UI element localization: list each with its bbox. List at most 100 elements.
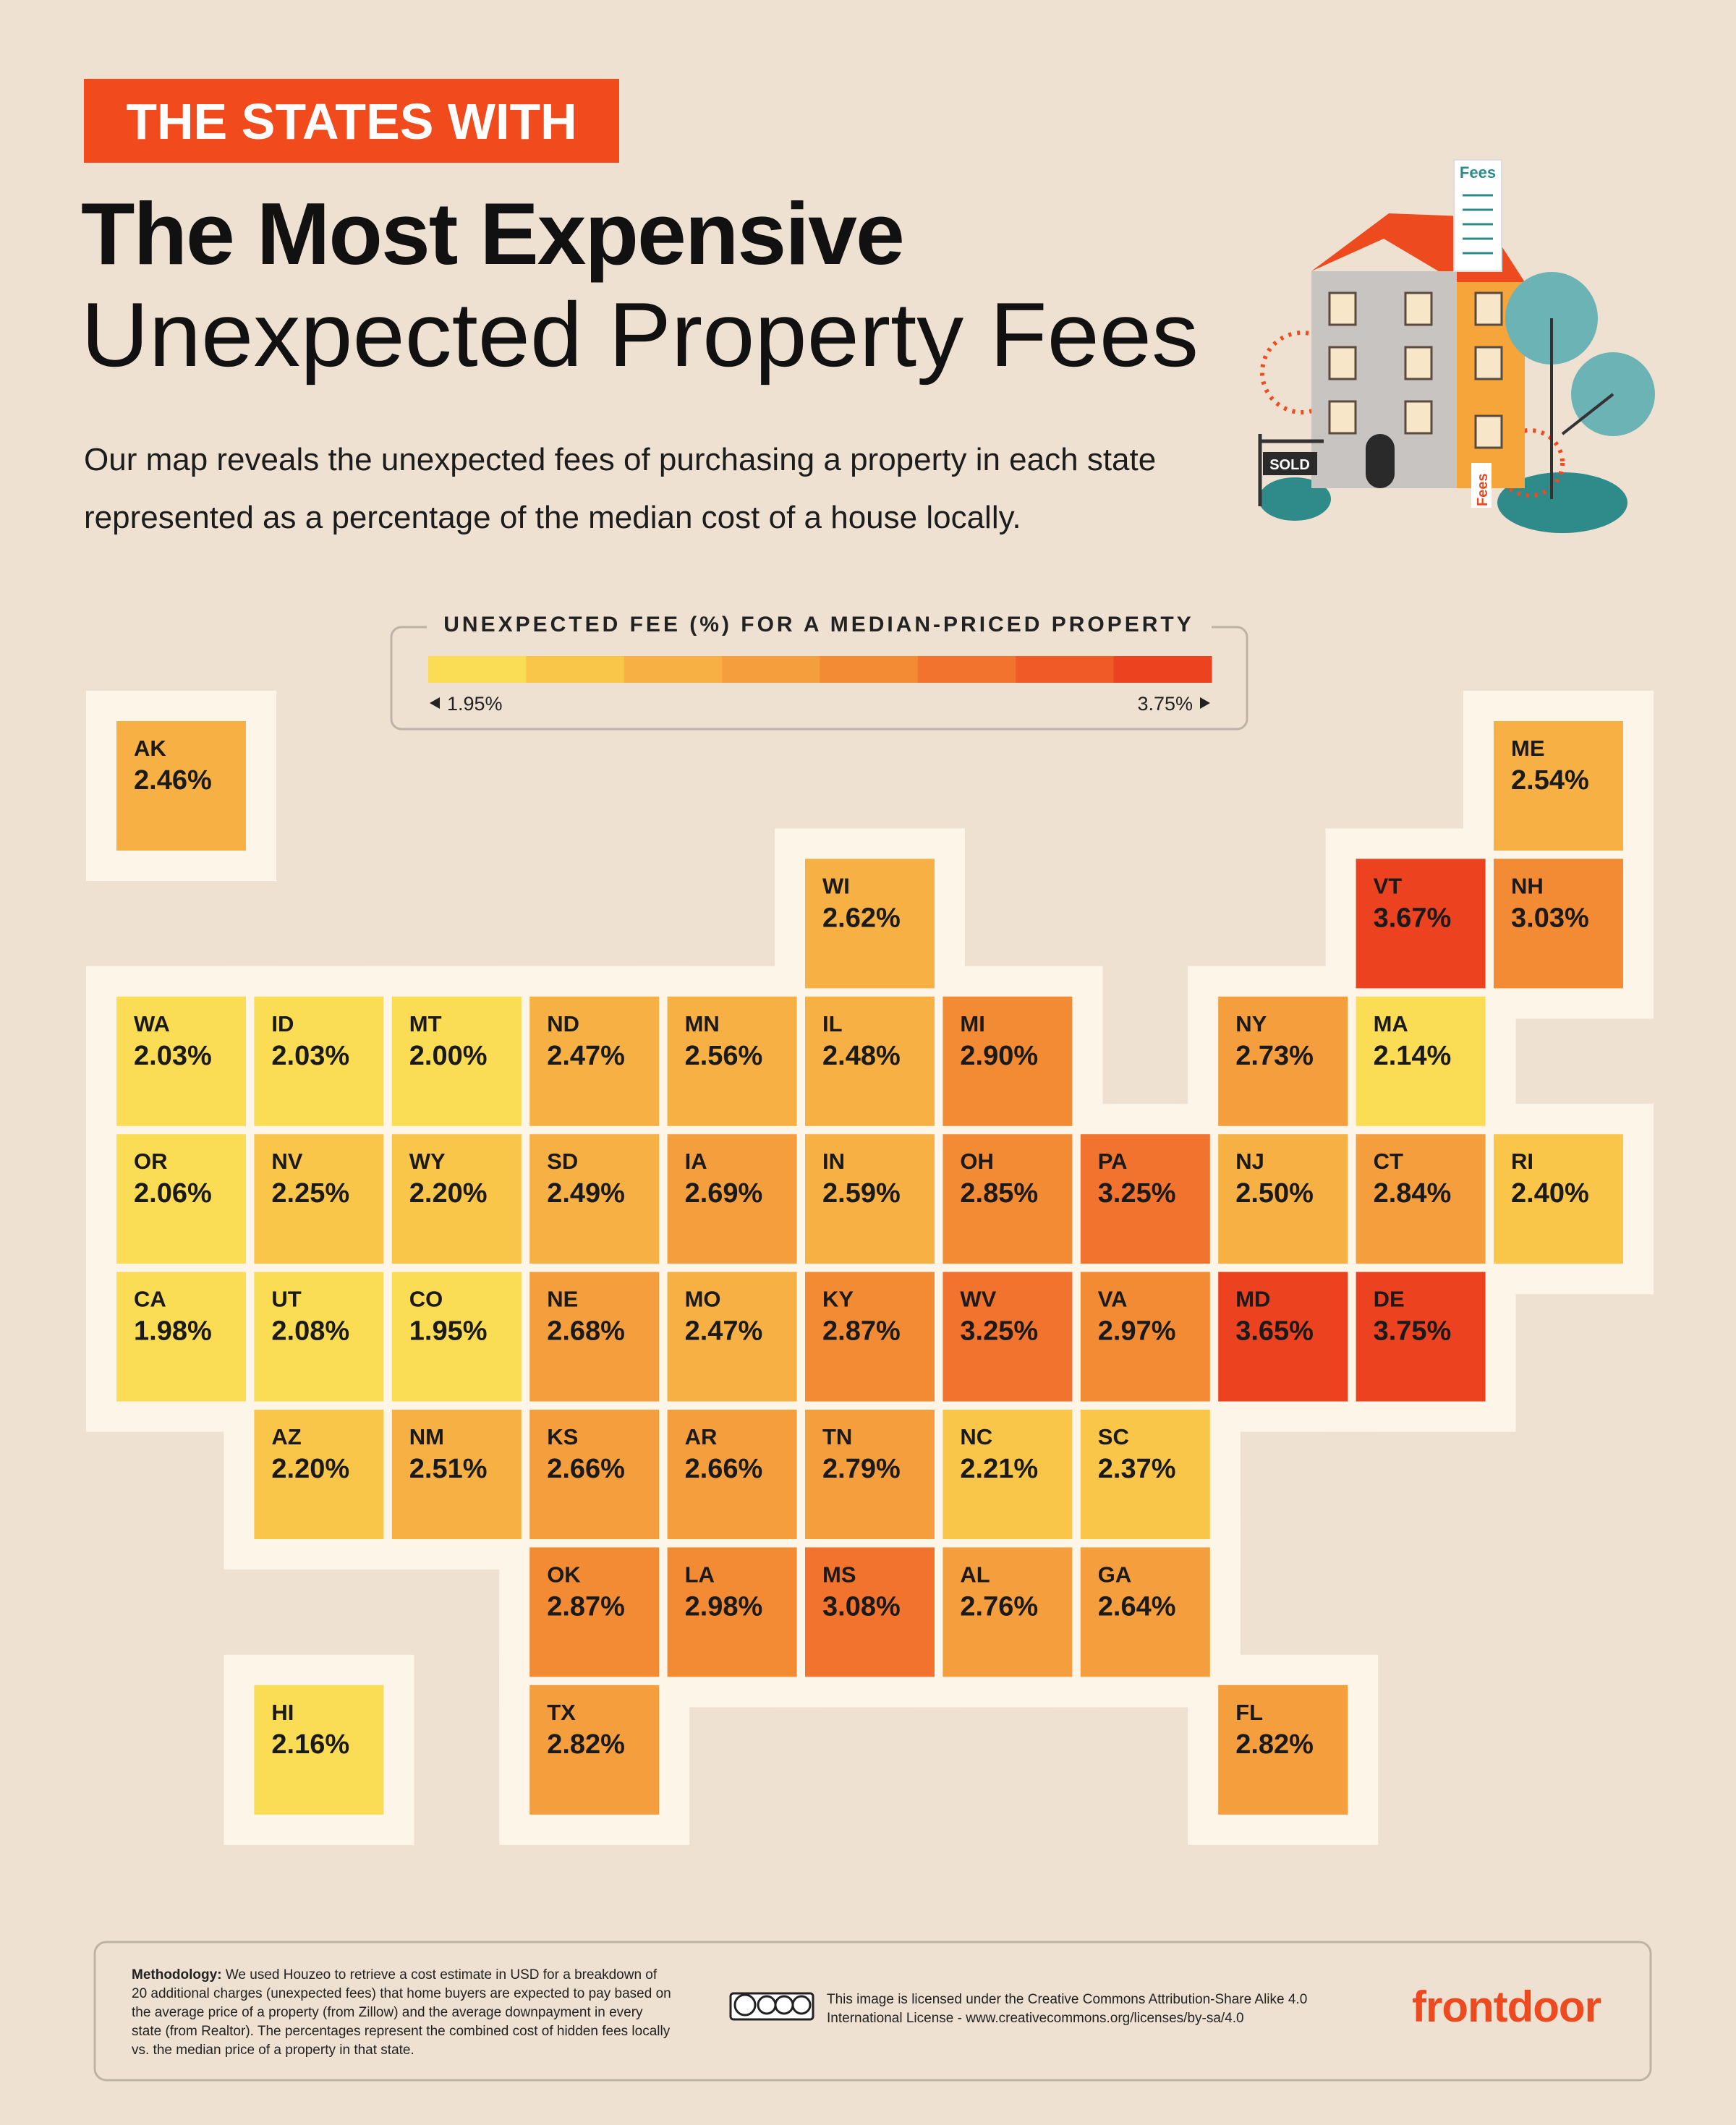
state-value: 2.03% [271, 1041, 349, 1071]
state-value: 3.25% [960, 1316, 1038, 1347]
state-value: 2.21% [960, 1454, 1038, 1484]
state-tile [1218, 1685, 1348, 1815]
state-value: 2.87% [822, 1316, 901, 1347]
state-value: 3.65% [1235, 1316, 1314, 1347]
state-abbr: CA [134, 1287, 166, 1312]
state-tile [1080, 1272, 1210, 1402]
state-tile [667, 1134, 797, 1264]
state-value: 2.40% [1511, 1178, 1589, 1209]
state-abbr: OK [547, 1562, 581, 1587]
state-abbr: AR [685, 1424, 718, 1449]
state-tile [1218, 996, 1348, 1126]
state-value: 3.03% [1511, 903, 1589, 933]
state-tile [1218, 1134, 1348, 1264]
state-abbr: NY [1235, 1011, 1267, 1036]
state-abbr: MN [685, 1011, 720, 1036]
state-value: 2.79% [822, 1454, 901, 1484]
state-tile [116, 996, 246, 1126]
state-value: 2.20% [271, 1454, 349, 1484]
legend-swatch [1113, 656, 1212, 683]
state-value: 2.59% [822, 1178, 901, 1209]
methodology: Methodology: We used Houzeo to retrieve … [132, 1966, 674, 2060]
arrow-left [430, 697, 440, 709]
state-tile [391, 1134, 522, 1264]
state-abbr: TN [822, 1424, 852, 1449]
state-value: 2.25% [271, 1178, 349, 1209]
state-abbr: WA [134, 1011, 170, 1036]
state-tile [529, 1272, 660, 1402]
state-tile [805, 859, 935, 989]
legend-swatch [722, 656, 820, 683]
state-abbr: LA [685, 1562, 715, 1587]
state-tile [254, 1134, 384, 1264]
state-value: 2.54% [1511, 765, 1589, 796]
state-abbr: VA [1098, 1287, 1128, 1312]
state-tile [1356, 996, 1486, 1126]
state-abbr: IN [822, 1149, 845, 1174]
state-tile [805, 1272, 935, 1402]
state-value: 2.76% [960, 1591, 1038, 1622]
state-abbr: MS [822, 1562, 856, 1587]
state-value: 2.50% [1235, 1178, 1314, 1209]
state-tile [254, 996, 384, 1126]
state-value: 2.08% [271, 1316, 349, 1347]
legend-swatch [428, 656, 527, 683]
state-tile [1356, 859, 1486, 989]
state-abbr: SC [1098, 1424, 1129, 1449]
state-tile [529, 1134, 660, 1264]
state-abbr: IL [822, 1011, 843, 1036]
state-abbr: PA [1098, 1149, 1128, 1174]
state-value: 2.51% [409, 1454, 488, 1484]
state-abbr: TX [547, 1700, 576, 1725]
state-value: 2.84% [1374, 1178, 1452, 1209]
description: Our map reveals the unexpected fees of p… [84, 442, 1157, 535]
state-value: 2.16% [271, 1729, 349, 1760]
state-tile [529, 1547, 660, 1677]
state-tile [391, 996, 522, 1126]
state-value: 2.20% [409, 1178, 488, 1209]
state-abbr: IA [685, 1149, 707, 1174]
state-value: 2.73% [1235, 1041, 1314, 1071]
state-abbr: OH [960, 1149, 994, 1174]
state-tile [805, 996, 935, 1126]
state-tile [667, 1410, 797, 1539]
state-value: 2.82% [1235, 1729, 1314, 1760]
legend-title-bg [427, 615, 1212, 639]
fees-tag: Fees [1475, 473, 1491, 506]
state-abbr: OR [134, 1149, 168, 1174]
legend-swatch [624, 656, 723, 683]
state-value: 2.85% [960, 1178, 1038, 1209]
state-tile [1218, 1272, 1348, 1402]
state-value: 2.48% [822, 1041, 901, 1071]
state-tile [254, 1410, 384, 1539]
state-abbr: MT [409, 1011, 442, 1036]
state-value: 2.03% [134, 1041, 212, 1071]
state-value: 2.82% [547, 1729, 625, 1760]
state-abbr: SD [547, 1149, 578, 1174]
state-abbr: MO [685, 1287, 721, 1312]
state-value: 2.06% [134, 1178, 212, 1209]
state-abbr: RI [1511, 1149, 1533, 1174]
state-tile [529, 996, 660, 1126]
state-value: 2.97% [1098, 1316, 1176, 1347]
tile-map: AK 2.46% ME 2.54% WI 2.62% VT 3.67% NH 3.03% WA 2.0… [116, 721, 1623, 1815]
state-tile [116, 721, 246, 851]
state-abbr: ID [271, 1011, 294, 1036]
state-tile [529, 1410, 660, 1539]
legend-swatch [1016, 656, 1115, 683]
legend-tick-label: 3.75% [1137, 693, 1193, 715]
methodology-label: Methodology: [132, 1967, 222, 1983]
state-tile [667, 996, 797, 1126]
state-abbr: UT [271, 1287, 301, 1312]
state-tile [805, 1134, 935, 1264]
legend-swatch [526, 656, 625, 683]
brand-logo: frontdoor [1412, 1983, 1601, 2031]
state-tile [1080, 1410, 1210, 1539]
license: This image is licensed under the Creativ… [827, 1992, 1308, 2026]
state-tile [1356, 1134, 1486, 1264]
legend-tick-label: 1.95% [447, 693, 503, 715]
title-light: Unexpected Property Fees [81, 284, 1199, 386]
state-value: 2.64% [1098, 1591, 1176, 1622]
state-value: 3.75% [1374, 1316, 1452, 1347]
state-abbr: WV [960, 1287, 996, 1312]
